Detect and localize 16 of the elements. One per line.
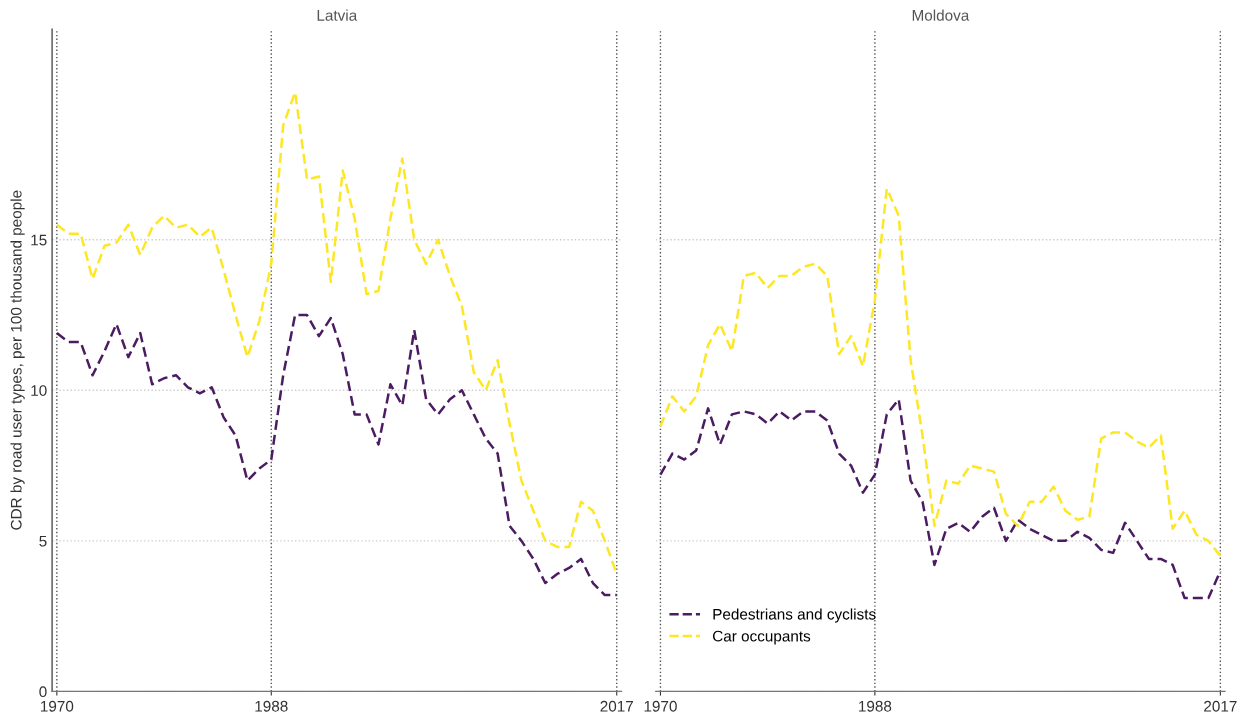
legend-label: Car occupants [712, 630, 811, 645]
chart-title: Latvia [317, 9, 358, 21]
chart-title: Moldova [912, 9, 970, 21]
line-series [55, 313, 618, 597]
x-tick-label: 1988 [255, 700, 288, 712]
y-axis-title: CDR by road user types, per 100 thousand people [10, 190, 25, 530]
y-tick-label: 10 [31, 385, 47, 396]
legend-label: Pedestrians and cyclists [713, 608, 876, 623]
x-tick-label: 2017 [1204, 700, 1237, 712]
x-tick-label: 1970 [41, 700, 74, 712]
y-tick-label: 15 [31, 234, 47, 246]
y-tick-label: 0 [39, 686, 47, 698]
y-tick-label: 5 [39, 535, 47, 547]
x-tick-label: 1970 [644, 700, 677, 712]
x-tick-label: 1988 [859, 700, 892, 712]
x-tick-label: 2017 [600, 700, 633, 712]
